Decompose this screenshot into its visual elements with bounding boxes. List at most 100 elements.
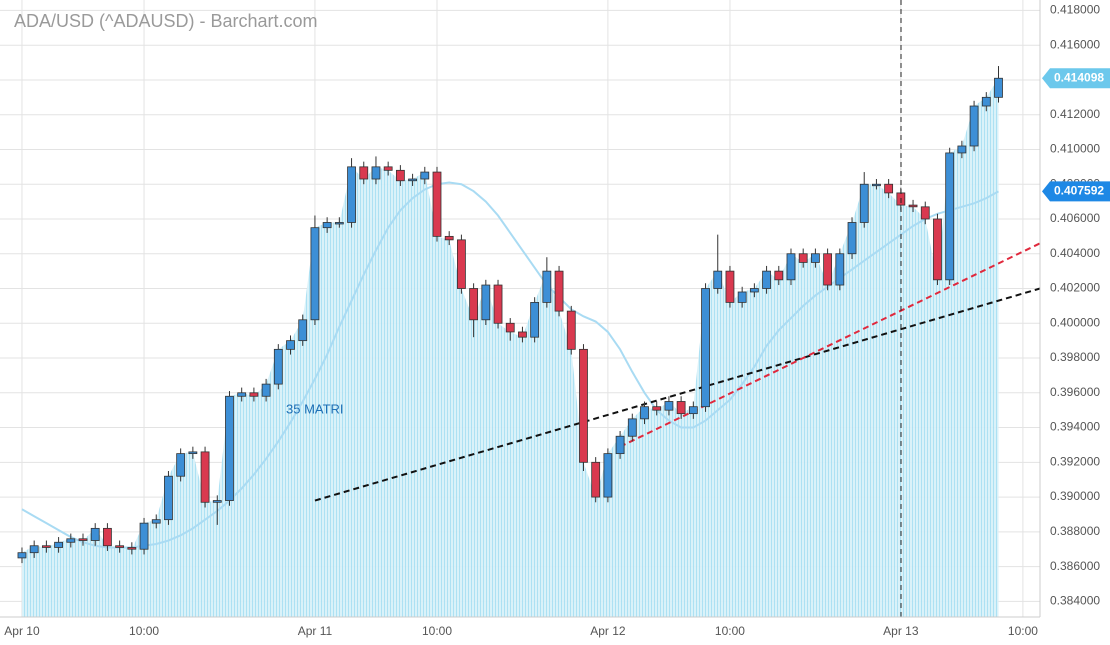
candle-body (371, 166, 381, 180)
candle-body (981, 96, 991, 107)
candle-body (90, 527, 100, 541)
candle-body (29, 545, 39, 554)
y-tick-label: 0.390000 (1050, 489, 1100, 503)
candle-body (54, 541, 63, 548)
candle-body (798, 253, 808, 263)
candle-body (688, 406, 698, 415)
y-tick-label: 0.404000 (1050, 246, 1100, 260)
candle-body (457, 239, 466, 289)
candle-body (872, 183, 881, 187)
candle-body (286, 340, 295, 350)
candle-body (725, 270, 735, 303)
candle-body (554, 270, 564, 312)
price-marker (1042, 68, 1110, 89)
candle-body (774, 270, 784, 281)
price-marker (1042, 181, 1110, 202)
candle-body (359, 166, 369, 180)
candle-body (17, 552, 27, 559)
candle-body (151, 519, 161, 524)
candle-body (444, 235, 454, 241)
candle-body (200, 451, 210, 503)
candle-body (652, 406, 662, 411)
candle-body (127, 547, 137, 550)
candle-body (823, 253, 833, 286)
x-tick-label: 10:00 (129, 624, 159, 638)
plot-layer (17, 66, 1041, 564)
price-area (21, 78, 999, 617)
candle-body (249, 392, 259, 397)
candle-body (408, 178, 417, 182)
candle-body (859, 183, 869, 223)
candle-body (493, 284, 503, 324)
chart-title: ADA/USD (^ADAUSD) - Barchart.com (14, 11, 318, 31)
price-marker-label: 0.407592 (1054, 183, 1104, 197)
candle-body (701, 288, 710, 408)
y-tick-label: 0.388000 (1050, 524, 1100, 538)
candle-body (139, 522, 149, 550)
candle-body (737, 291, 747, 303)
candle-body (347, 166, 356, 223)
candle-body (713, 270, 723, 289)
y-tick-label: 0.402000 (1050, 281, 1100, 295)
candle-body (908, 204, 918, 208)
y-tick-label: 0.412000 (1050, 107, 1100, 121)
candle-body (395, 169, 405, 182)
candle-body (969, 105, 979, 147)
candle-body (41, 545, 51, 548)
candle-body (322, 222, 332, 229)
x-tick-label: Apr 11 (298, 624, 333, 638)
candle-body (383, 166, 393, 171)
trendline (619, 242, 1041, 448)
x-tick-label: Apr 12 (590, 624, 626, 638)
candle-body (933, 218, 942, 281)
candle-body (676, 401, 686, 415)
candle-body (164, 475, 173, 521)
x-tick-label: Apr 10 (4, 624, 40, 638)
candle-body (298, 319, 308, 342)
candle-body (334, 222, 344, 225)
candle-body (103, 527, 112, 547)
y-tick-label: 0.416000 (1050, 37, 1100, 51)
candle-body (591, 461, 601, 498)
candle-body (566, 310, 576, 350)
candle-body (432, 171, 442, 237)
candle-body (920, 206, 930, 220)
candle-body (749, 288, 759, 293)
y-tick-label: 0.400000 (1050, 315, 1100, 329)
candle-body (957, 145, 967, 154)
y-tick-label: 0.406000 (1050, 211, 1100, 225)
candle-body (188, 451, 198, 455)
candle-body (310, 227, 320, 321)
candle-body (518, 331, 527, 338)
trendline (314, 287, 1041, 502)
candle-body (115, 545, 125, 548)
ma-label: 35 MATRI (286, 401, 344, 416)
candle-body (225, 395, 234, 501)
y-tick-label: 0.396000 (1050, 385, 1100, 399)
y-tick-label: 0.392000 (1050, 454, 1100, 468)
area-layer (21, 78, 999, 617)
y-tick-label: 0.418000 (1050, 3, 1100, 17)
candle-body (615, 435, 625, 455)
candle-body (810, 253, 820, 263)
candle-body (945, 152, 955, 281)
x-tick-label: 10:00 (715, 624, 745, 638)
y-tick-label: 0.386000 (1050, 559, 1100, 573)
candle-body (664, 401, 674, 411)
candle-body (884, 183, 894, 194)
candle-body (762, 270, 771, 289)
candle-body (469, 288, 479, 321)
candle-body (78, 538, 88, 541)
candle-body (847, 222, 857, 255)
x-tick-label: 10:00 (422, 624, 452, 638)
candle-body (627, 418, 637, 437)
candle-body (640, 406, 649, 420)
x-tick-label: Apr 13 (883, 624, 919, 638)
label-layer: 0.384000 0.386000 0.388000 0.390000 0.392000… (4, 3, 1110, 638)
candle-body (579, 348, 588, 463)
candle-body (237, 392, 247, 397)
candle-body (66, 538, 76, 543)
candle-body (176, 453, 186, 477)
